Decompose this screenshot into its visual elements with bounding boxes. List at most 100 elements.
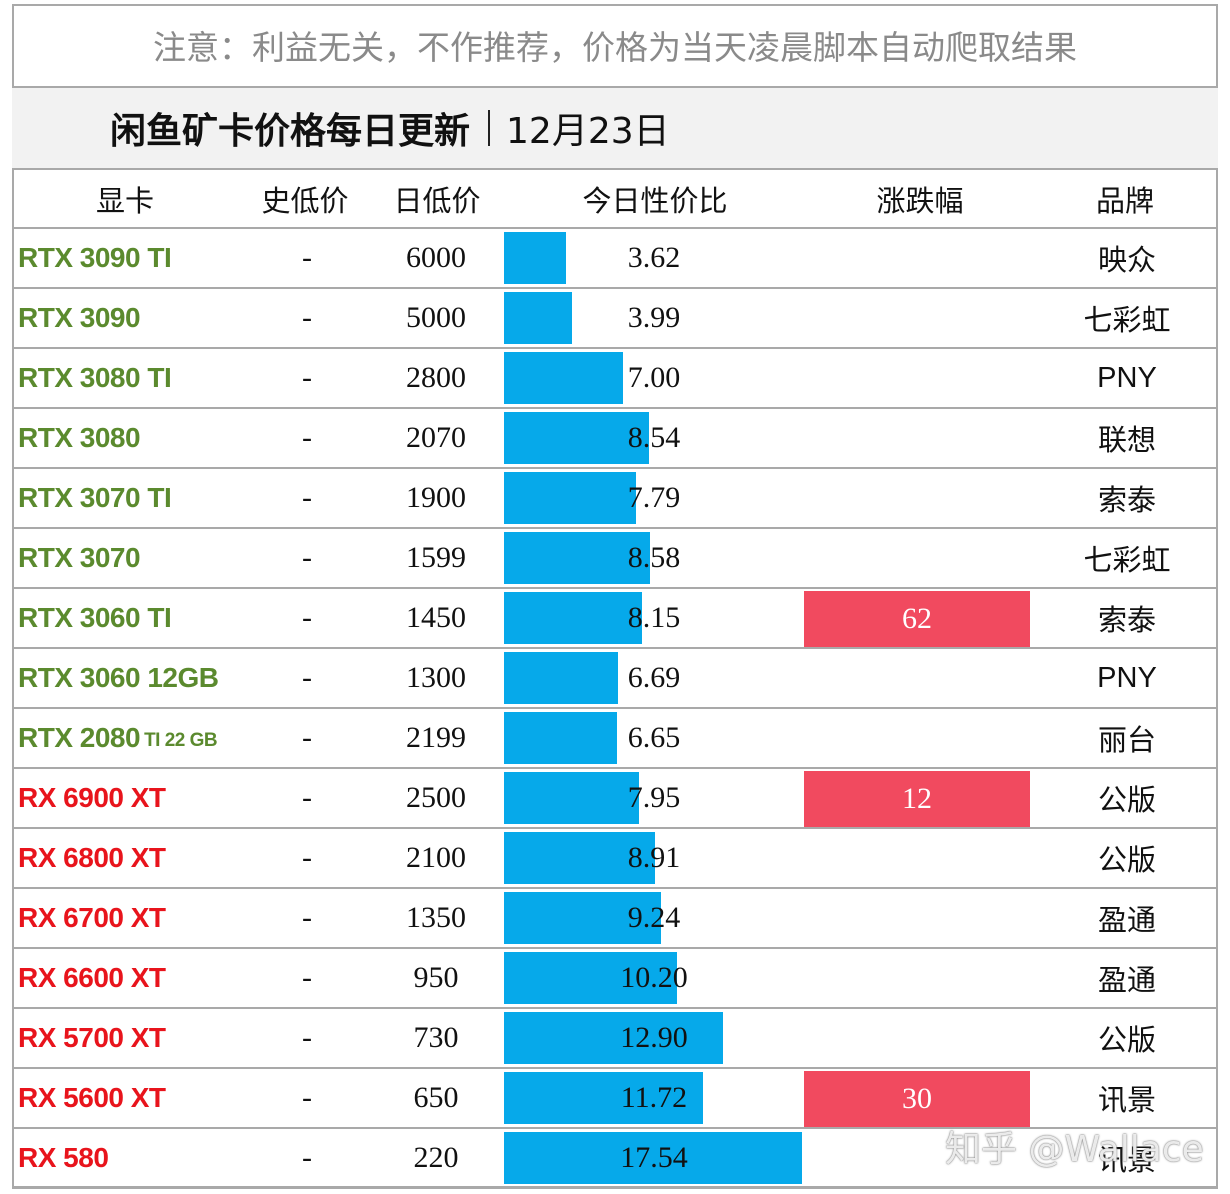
card-name: RX 6600 XT	[18, 949, 166, 1007]
value-ratio-text: 8.58	[627, 541, 681, 574]
row-divider	[12, 767, 1218, 769]
brand-name: 讯景	[1097, 1083, 1156, 1117]
table-row: RTX 3060 12GB - 1300 6.69 PNY	[12, 649, 1218, 709]
card-name: RTX 2080 TI 22 GB	[18, 709, 218, 767]
row-divider	[12, 587, 1218, 589]
historic-low-value: -	[302, 601, 312, 634]
row-divider	[12, 707, 1218, 709]
value-ratio-bar	[504, 1012, 723, 1064]
daily-low-price: 1350	[406, 901, 466, 934]
historic-low-value: -	[302, 541, 312, 574]
card-name: RX 6700 XT	[18, 889, 166, 947]
row-divider	[12, 1067, 1218, 1069]
brand-name: 公版	[1097, 1023, 1156, 1057]
row-divider	[12, 1127, 1218, 1129]
brand-name: PNY	[1097, 661, 1157, 694]
row-divider	[12, 287, 1218, 289]
row-divider	[12, 827, 1218, 829]
value-ratio-text: 12.90	[620, 1021, 688, 1054]
brand-name: 公版	[1097, 783, 1156, 817]
disclaimer-notice: 注意：利益无关，不作推荐，价格为当天凌晨脚本自动爬取结果	[12, 4, 1218, 88]
daily-low-price: 2100	[406, 841, 466, 874]
value-ratio-bar	[504, 712, 617, 764]
value-ratio-bar	[504, 772, 639, 824]
card-name-text: RTX 3090 TI	[18, 242, 172, 273]
header-divider	[12, 227, 1218, 229]
card-name-text: RX 5600 XT	[18, 1082, 166, 1113]
value-ratio-text: 10.20	[620, 961, 688, 994]
value-ratio-bar	[504, 412, 649, 464]
daily-low-price: 2199	[406, 721, 466, 754]
card-name: RX 580	[18, 1129, 109, 1187]
value-ratio-bar	[504, 652, 618, 704]
daily-low-price: 1599	[406, 541, 466, 574]
historic-low-value: -	[302, 1081, 312, 1114]
table-row: RX 6900 XT - 2500 7.95 12 公版	[12, 769, 1218, 829]
daily-low-price: 1300	[406, 661, 466, 694]
price-change-badge: 12	[804, 771, 1030, 827]
value-ratio-text: 9.24	[627, 901, 681, 934]
row-divider	[12, 407, 1218, 409]
daily-low-price: 5000	[406, 301, 466, 334]
table-row: RX 6700 XT - 1350 9.24 盈通	[12, 889, 1218, 949]
row-divider	[12, 467, 1218, 469]
card-name: RX 6900 XT	[18, 769, 166, 827]
brand-name: 七彩虹	[1083, 303, 1171, 337]
value-ratio-bar	[504, 892, 661, 944]
title-main: 闲鱼矿卡价格每日更新	[110, 111, 471, 152]
historic-low-value: -	[302, 241, 312, 274]
value-ratio-text: 8.15	[627, 601, 681, 634]
table-row: RX 580 - 220 17.54 讯景	[12, 1129, 1218, 1189]
value-ratio-bar	[504, 292, 572, 344]
historic-low-value: -	[302, 781, 312, 814]
table-row: RTX 3090 - 5000 3.99 七彩虹	[12, 289, 1218, 349]
historic-low-value: -	[302, 1021, 312, 1054]
value-ratio-text: 11.72	[620, 1081, 688, 1114]
card-name-text: RX 6700 XT	[18, 902, 166, 933]
value-ratio-bar	[504, 592, 642, 644]
row-divider	[12, 1187, 1218, 1189]
card-name-text: RTX 3060 TI	[18, 602, 172, 633]
value-ratio-text: 8.91	[627, 841, 681, 874]
card-name-text: RTX 2080	[18, 722, 141, 753]
header-card: 显卡	[95, 184, 154, 218]
header-daily-low: 日低价	[393, 184, 481, 218]
table-row: RTX 3080 - 2070 8.54 联想	[12, 409, 1218, 469]
brand-name: 丽台	[1097, 723, 1156, 757]
value-ratio-bar	[504, 532, 650, 584]
daily-low-price: 220	[413, 1141, 459, 1174]
brand-name: 索泰	[1097, 603, 1156, 637]
card-name-text: RTX 3070 TI	[18, 482, 172, 513]
value-ratio-text: 7.79	[627, 481, 681, 514]
brand-name: 公版	[1097, 843, 1156, 877]
card-name: RTX 3080 TI	[18, 349, 172, 407]
value-ratio-text: 6.69	[627, 661, 681, 694]
brand-name: 映众	[1097, 243, 1156, 277]
brand-name: PNY	[1097, 361, 1157, 394]
table-row: RX 6800 XT - 2100 8.91 公版	[12, 829, 1218, 889]
daily-low-price: 2070	[406, 421, 466, 454]
daily-low-price: 650	[413, 1081, 459, 1114]
value-ratio-bar	[504, 232, 566, 284]
historic-low-value: -	[302, 661, 312, 694]
historic-low-value: -	[302, 481, 312, 514]
header-historic-low: 史低价	[261, 184, 349, 218]
table-row: RTX 2080 TI 22 GB - 2199 6.65 丽台	[12, 709, 1218, 769]
table-row: RX 6600 XT - 950 10.20 盈通	[12, 949, 1218, 1009]
brand-name: 盈通	[1097, 903, 1156, 937]
daily-low-price: 1900	[406, 481, 466, 514]
value-ratio-text: 17.54	[620, 1141, 688, 1174]
header-brand: 品牌	[1095, 184, 1154, 218]
value-ratio-text: 3.99	[627, 301, 681, 334]
card-name-text: RTX 3090	[18, 302, 141, 333]
table-row: RTX 3070 TI - 1900 7.79 索泰	[12, 469, 1218, 529]
brand-name: 盈通	[1097, 963, 1156, 997]
card-name: RTX 3080	[18, 409, 141, 467]
card-name-text: RX 580	[18, 1142, 109, 1173]
value-ratio-bar	[504, 952, 677, 1004]
historic-low-value: -	[302, 961, 312, 994]
historic-low-value: -	[302, 901, 312, 934]
value-ratio-text: 7.95	[627, 781, 681, 814]
daily-low-price: 950	[413, 961, 459, 994]
card-name-text: RTX 3060 12GB	[18, 662, 219, 693]
